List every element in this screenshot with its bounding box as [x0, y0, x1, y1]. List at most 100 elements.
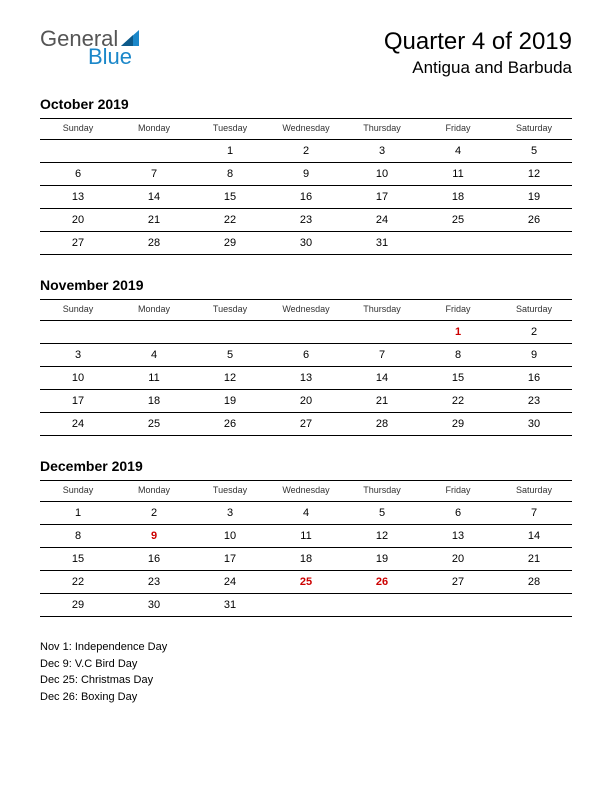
calendar-table: SundayMondayTuesdayWednesdayThursdayFrid… — [40, 118, 572, 255]
header: General Blue Quarter 4 of 2019 Antigua a… — [40, 28, 572, 78]
calendar-cell: 31 — [344, 232, 420, 255]
calendar-cell: 10 — [40, 367, 116, 390]
calendar-row: 20212223242526 — [40, 209, 572, 232]
day-header: Monday — [116, 481, 192, 502]
calendar-cell: 23 — [116, 571, 192, 594]
calendar-cell: 1 — [192, 140, 268, 163]
calendar-cell: 6 — [420, 502, 496, 525]
calendar-cell — [116, 321, 192, 344]
calendar-table: SundayMondayTuesdayWednesdayThursdayFrid… — [40, 480, 572, 617]
title-block: Quarter 4 of 2019 Antigua and Barbuda — [384, 28, 572, 78]
day-header: Friday — [420, 119, 496, 140]
calendar-cell: 11 — [420, 163, 496, 186]
calendar-cell: 4 — [268, 502, 344, 525]
day-header: Saturday — [496, 300, 572, 321]
calendar-cell: 29 — [192, 232, 268, 255]
calendar-table: SundayMondayTuesdayWednesdayThursdayFrid… — [40, 299, 572, 436]
calendar-cell: 4 — [420, 140, 496, 163]
calendar-cell: 28 — [116, 232, 192, 255]
calendar-cell: 27 — [420, 571, 496, 594]
day-header: Tuesday — [192, 481, 268, 502]
calendar-cell: 16 — [268, 186, 344, 209]
calendar-row: 293031 — [40, 594, 572, 617]
calendar-cell — [344, 594, 420, 617]
calendar-cell: 24 — [40, 413, 116, 436]
calendar-cell: 14 — [496, 525, 572, 548]
calendar-row: 3456789 — [40, 344, 572, 367]
calendar-cell: 9 — [496, 344, 572, 367]
calendar-cell: 15 — [420, 367, 496, 390]
day-header: Sunday — [40, 119, 116, 140]
calendar-row: 1234567 — [40, 502, 572, 525]
calendar-cell: 16 — [116, 548, 192, 571]
day-header: Wednesday — [268, 119, 344, 140]
month-section: October 2019 SundayMondayTuesdayWednesday… — [40, 96, 572, 255]
calendar-cell: 27 — [268, 413, 344, 436]
calendar-cell: 19 — [192, 390, 268, 413]
calendar-cell: 22 — [420, 390, 496, 413]
calendar-cell: 7 — [116, 163, 192, 186]
calendar-cell — [192, 321, 268, 344]
calendar-cell: 30 — [496, 413, 572, 436]
day-header: Monday — [116, 300, 192, 321]
calendar-cell: 28 — [344, 413, 420, 436]
calendar-cell: 6 — [40, 163, 116, 186]
calendar-row: 6789101112 — [40, 163, 572, 186]
calendar-cell: 21 — [496, 548, 572, 571]
calendar-cell: 10 — [344, 163, 420, 186]
calendar-row: 12 — [40, 321, 572, 344]
calendar-cell: 11 — [116, 367, 192, 390]
calendar-cell: 8 — [192, 163, 268, 186]
calendar-cell: 12 — [344, 525, 420, 548]
day-header: Thursday — [344, 119, 420, 140]
calendar-cell: 26 — [496, 209, 572, 232]
calendar-cell: 1 — [40, 502, 116, 525]
calendar-cell: 20 — [40, 209, 116, 232]
calendar-cell: 17 — [192, 548, 268, 571]
calendar-row: 24252627282930 — [40, 413, 572, 436]
calendar-cell: 17 — [344, 186, 420, 209]
calendar-cell: 13 — [268, 367, 344, 390]
calendar-cell: 25 — [420, 209, 496, 232]
calendar-row: 10111213141516 — [40, 367, 572, 390]
page-subtitle: Antigua and Barbuda — [384, 58, 572, 78]
calendar-cell: 5 — [344, 502, 420, 525]
calendar-cell: 4 — [116, 344, 192, 367]
month-title: November 2019 — [40, 277, 572, 293]
calendar-cell: 10 — [192, 525, 268, 548]
calendar-cell: 9 — [268, 163, 344, 186]
month-title: December 2019 — [40, 458, 572, 474]
day-header: Tuesday — [192, 300, 268, 321]
calendar-cell: 6 — [268, 344, 344, 367]
day-header: Wednesday — [268, 300, 344, 321]
month-title: October 2019 — [40, 96, 572, 112]
calendar-cell — [40, 140, 116, 163]
holiday-entry: Dec 25: Christmas Day — [40, 672, 572, 689]
calendar-cell — [268, 321, 344, 344]
calendar-cell: 21 — [116, 209, 192, 232]
calendar-cell: 26 — [192, 413, 268, 436]
calendar-row: 15161718192021 — [40, 548, 572, 571]
day-header: Thursday — [344, 481, 420, 502]
calendar-row: 12345 — [40, 140, 572, 163]
calendar-cell: 30 — [268, 232, 344, 255]
day-header: Friday — [420, 481, 496, 502]
calendar-cell: 18 — [420, 186, 496, 209]
calendar-cell: 20 — [420, 548, 496, 571]
calendar-cell — [40, 321, 116, 344]
calendar-cell — [268, 594, 344, 617]
day-header: Saturday — [496, 119, 572, 140]
day-header: Wednesday — [268, 481, 344, 502]
calendar-cell — [496, 594, 572, 617]
calendar-cell: 23 — [268, 209, 344, 232]
calendar-cell: 7 — [344, 344, 420, 367]
calendar-cell: 13 — [420, 525, 496, 548]
calendar-cell: 11 — [268, 525, 344, 548]
logo-word-2: Blue — [88, 46, 139, 68]
calendar-cell: 2 — [268, 140, 344, 163]
holidays-list: Nov 1: Independence DayDec 9: V.C Bird D… — [40, 639, 572, 705]
calendar-cell: 31 — [192, 594, 268, 617]
calendar-cell: 8 — [40, 525, 116, 548]
calendar-cell: 13 — [40, 186, 116, 209]
calendar-cell: 22 — [192, 209, 268, 232]
